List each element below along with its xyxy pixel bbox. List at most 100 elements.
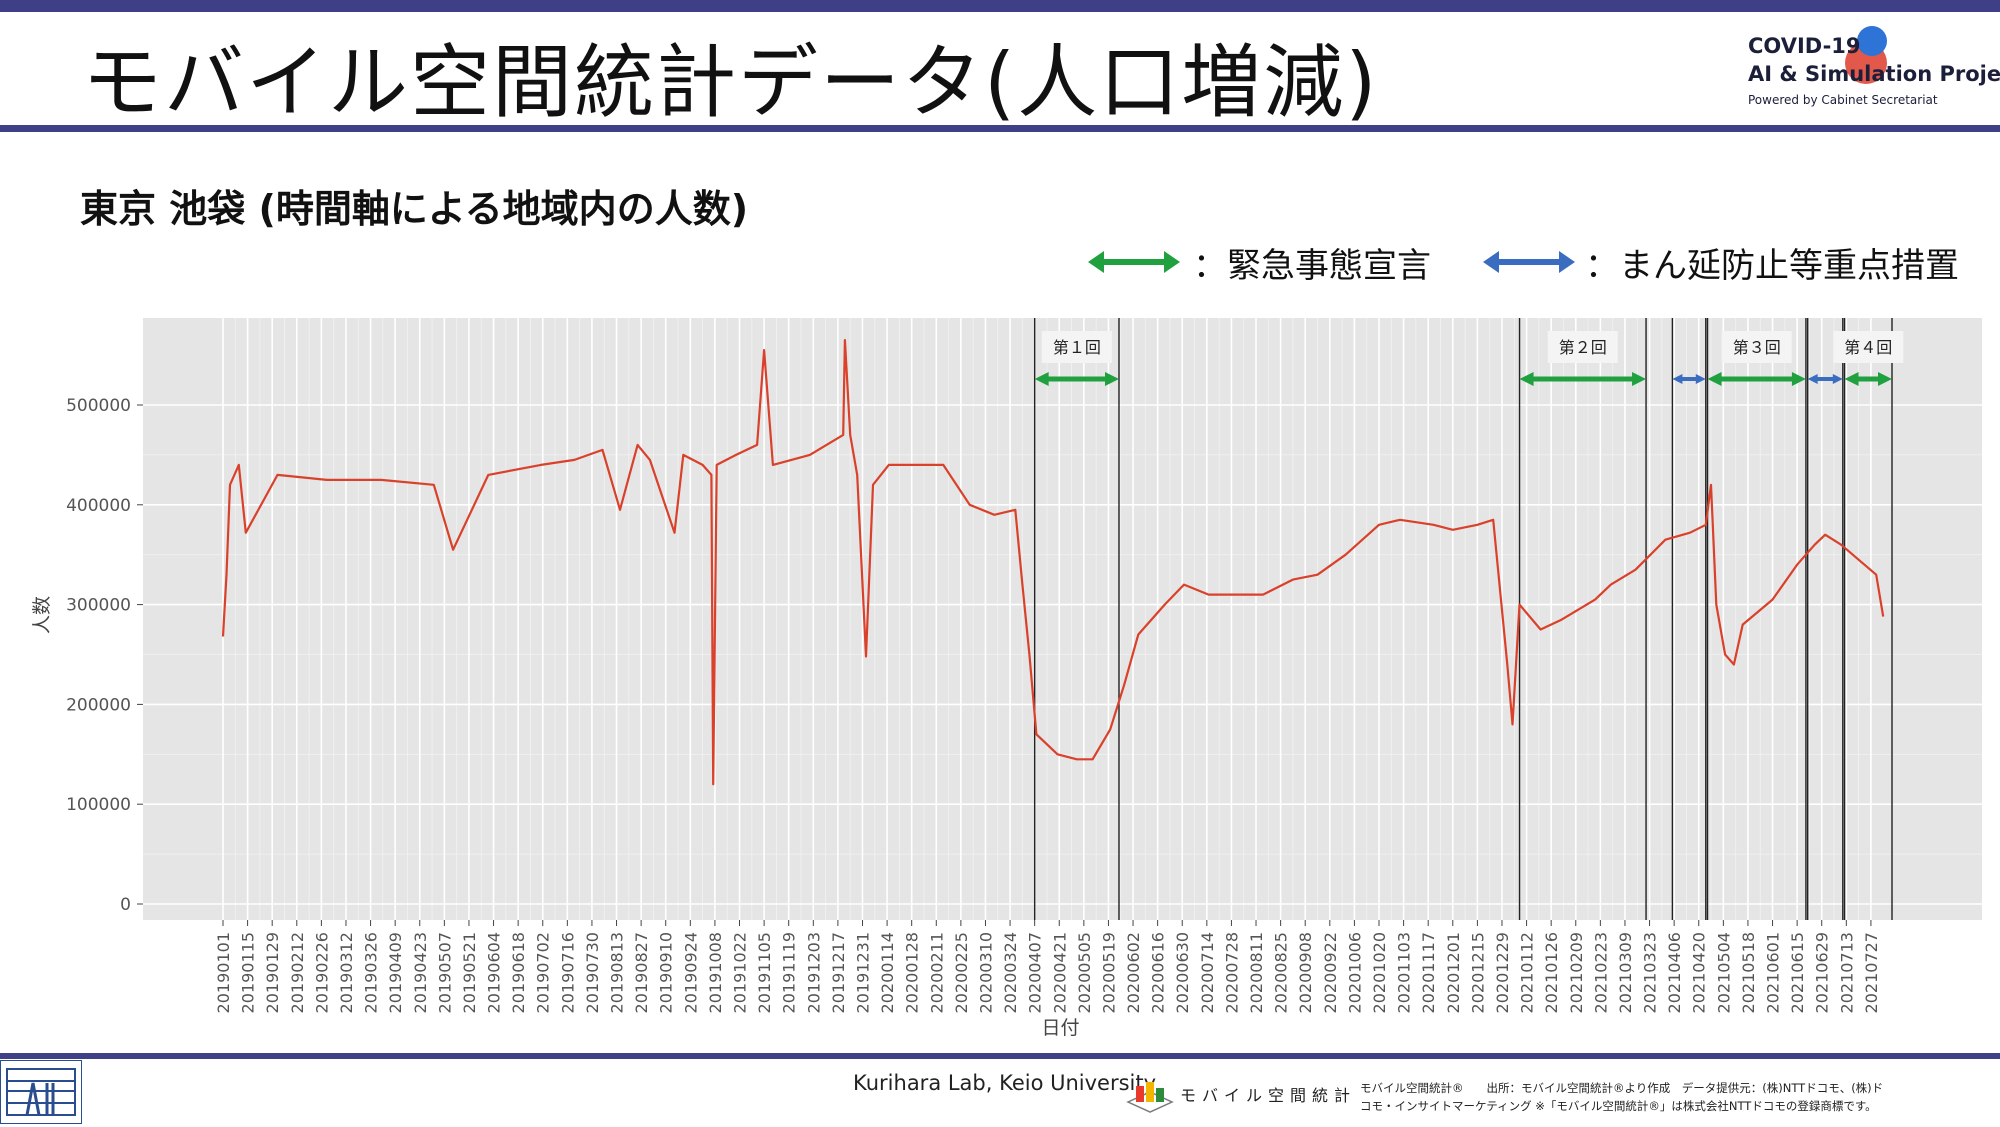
period-arrow-head-left [1672,374,1683,384]
logo-line-1: COVID-19 [1748,34,1861,58]
y-tick-label: 300000 [66,596,131,616]
x-tick-label: 20210518 [1739,932,1758,1013]
x-tick-label: 20200714 [1198,932,1217,1013]
period-label-box [1041,331,1112,363]
period-arrow-head-left [1034,372,1049,386]
period-arrow-head-right [1878,372,1892,386]
x-tick-label: 20201215 [1468,932,1487,1013]
x-tick-label: 20190716 [558,932,577,1013]
x-tick-label: 20200825 [1272,932,1291,1013]
period-label-box [1721,331,1792,363]
y-tick-label: 100000 [66,795,131,815]
priority-arrow-icon [1483,251,1575,273]
x-tick-label: 20191008 [706,932,725,1013]
x-tick-label: 20190618 [509,932,528,1013]
x-tick-label: 20190827 [632,932,651,1013]
x-tick-label: 20210629 [1813,932,1832,1013]
x-tick-label: 20200630 [1173,932,1192,1013]
x-tick-label: 20190326 [362,932,381,1013]
x-tick-label: 20210601 [1764,932,1783,1013]
x-tick-label: 20210420 [1690,932,1709,1013]
x-tick-label: 20201020 [1370,932,1389,1013]
x-tick-label: 20191203 [804,932,823,1013]
population-line-chart: 0 100000 200000 300000 400000 500000 20190101 2… [31,318,1982,1039]
x-tick-label: 20210309 [1616,932,1635,1013]
y-tick-label: 400000 [66,496,131,516]
x-tick-label: 20210504 [1714,932,1733,1013]
x-tick-label: 20210713 [1837,932,1856,1013]
chart-legend: ：緊急事態宣言 ：まん延防止等重点措置 [1085,238,1985,288]
x-tick-label: 20210126 [1542,932,1561,1013]
period-label: 第２回 [1559,338,1607,357]
y-tick-label: 500000 [66,396,131,416]
footer-divider-bar [0,1053,2000,1059]
x-tick-label: 20200908 [1296,932,1315,1013]
x-tick-label: 20200225 [952,932,971,1013]
x-tick-label: 20190702 [534,932,553,1013]
x-tick-label: 20191022 [731,932,750,1013]
x-tick-label: 20200519 [1099,932,1118,1013]
x-tick-label: 20190129 [263,932,282,1013]
period-label: 第１回 [1053,338,1101,357]
x-tick-label: 20190212 [288,932,307,1013]
x-axis-title: 日付 [1041,1017,1079,1039]
logo-blue-circle [1857,26,1887,56]
x-tick-label: 20200922 [1321,932,1340,1013]
x-tick-label: 20210209 [1567,932,1586,1013]
x-tick-label: 20201229 [1493,932,1512,1013]
x-tick-label: 20210615 [1788,932,1807,1013]
x-tick-label: 20191231 [853,932,872,1013]
x-tick-label: 20200211 [927,932,946,1013]
x-tick-label: 20190312 [337,932,356,1013]
x-tick-label: 20200728 [1222,932,1241,1013]
period-label: 第３回 [1733,338,1781,357]
x-tick-label: 20200324 [1001,932,1020,1013]
priority-legend-label: ：まん延防止等重点措置 [1585,246,1959,286]
lab-logo-icon [6,1068,76,1116]
source-note-line-1: モバイル空間統計® 出所：モバイル空間統計®より作成 データ提供元：(株)NTT… [1360,1081,1884,1095]
y-tick-label: 0 [120,895,131,915]
x-tick-label: 20201117 [1419,932,1438,1013]
period-label: 第４回 [1844,338,1892,357]
period-arrow-head-left [1807,374,1818,384]
x-tick-label: 20190409 [386,932,405,1013]
logo-line-3: Powered by Cabinet Secretariat [1748,93,1938,107]
chart-subtitle: 東京 池袋 (時間軸による地域内の人数) [80,187,749,231]
period-arrow-head-right [1632,372,1647,386]
emergency-arrow-icon [1088,251,1180,273]
x-tick-label: 20191217 [829,932,848,1013]
x-tick-label: 20190521 [460,932,479,1013]
emergency-legend-label: ：緊急事態宣言 [1193,246,1431,286]
x-tick-label: 20190730 [583,932,602,1013]
period-arrow-head-right [1791,372,1806,386]
covid-ai-project-logo: COVID-19 AI & Simulation Project Powered… [1748,26,2000,114]
period-arrow-head-right [1104,372,1119,386]
header-divider-bar [0,125,2000,132]
x-tick-label: 20200407 [1026,932,1045,1013]
y-axis-title: 人数 [31,596,53,634]
x-tick-label: 20191119 [780,932,799,1013]
x-tick-label: 20200128 [903,932,922,1013]
source-note-line-2: コモ・インサイトマーケティング ※「モバイル空間統計®」は株式会社NTTドコモの… [1360,1099,1877,1113]
x-tick-label: 20190423 [411,932,430,1013]
period-arrow-head-left [1844,372,1859,386]
x-tick-label: 20201006 [1345,932,1364,1013]
x-tick-label: 20190226 [312,932,331,1013]
y-tick-label: 200000 [66,695,131,715]
period-arrow-head-left [1519,372,1534,386]
cube-logo-icon [1126,1082,1174,1113]
mobile-statistics-logo: モバイル空間統計 [1120,1074,1350,1116]
period-label-box [1833,331,1904,363]
plot-background [143,318,1982,920]
x-tick-label: 20201103 [1395,932,1414,1013]
x-tick-label: 20190604 [485,932,504,1013]
top-accent-bar [0,0,2000,12]
page-title: モバイル空間統計データ(人口増減) [82,36,1379,129]
lab-logo [0,1060,82,1124]
x-tick-label: 20210223 [1591,932,1610,1013]
x-tick-label: 20200616 [1149,932,1168,1013]
period-arrow-head-right [1695,374,1706,384]
period-arrow-head-right [1832,374,1843,384]
lab-credit: Kurihara Lab, Keio University [853,1071,1157,1095]
x-tick-label: 20200505 [1075,932,1094,1013]
